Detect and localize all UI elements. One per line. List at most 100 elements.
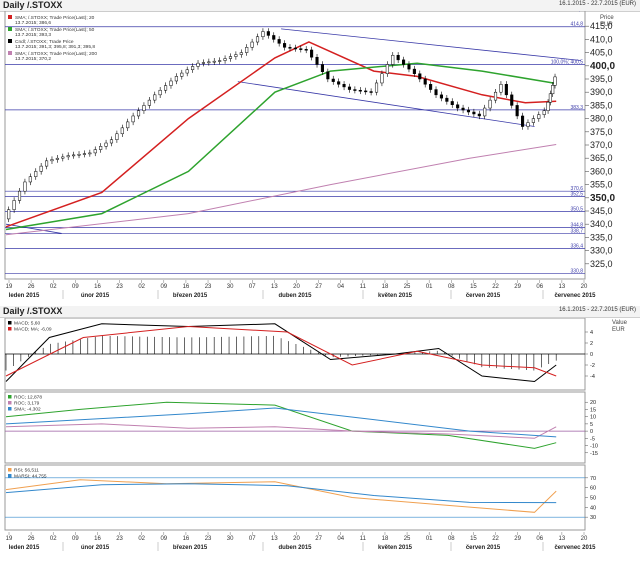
price-y-tick-label: 370,0	[590, 140, 613, 150]
rsi-y-tick-label: 50	[590, 496, 596, 502]
roc-y-tick-label: 0	[590, 429, 593, 435]
candle-body	[115, 133, 119, 140]
x-day-label: 19	[6, 536, 13, 542]
x-day-label: 15	[470, 536, 477, 542]
candle-body	[180, 72, 184, 77]
price-y-tick-label: 395,0	[590, 74, 613, 84]
candle-body	[17, 190, 22, 201]
horizontal-level-tag: 350,5	[570, 207, 583, 213]
candle-body	[488, 99, 492, 109]
candle-body	[261, 31, 265, 38]
rsi-series-line	[5, 483, 557, 504]
x-month-label: duben 2015	[278, 545, 312, 551]
price-y-tick-label: 355,0	[590, 180, 613, 190]
candle-body	[526, 122, 530, 127]
candle-body	[331, 78, 335, 82]
main-chart-range: 16.1.2015 - 22.7.2015 (EUR)	[558, 1, 636, 7]
rsi-series-line	[5, 479, 557, 513]
candle-body	[546, 101, 550, 111]
x-day-label: 16	[183, 284, 190, 290]
x-day-label: 13	[559, 284, 566, 290]
candle-body	[391, 54, 395, 65]
legend-label: SMA; /.STOXX; Trade Price(Last); 200	[15, 51, 97, 57]
candle-body	[477, 113, 481, 117]
price-y-tick-label: 365,0	[590, 153, 613, 163]
roc-legend-label: SMA; -4,302	[14, 407, 41, 413]
candle-body	[342, 84, 346, 88]
x-day-label: 18	[382, 284, 389, 290]
horizontal-level-tag: 338,7	[570, 229, 583, 235]
rsi-legend-label: MARSI; 44,755	[14, 474, 47, 480]
legend-swatch	[8, 39, 12, 43]
legend-value: 13.7.2015; 391,3; 395,8; 391,3; 395,8	[15, 44, 95, 50]
horizontal-level-tag: 336,4	[570, 243, 583, 249]
early-trend-line	[5, 223, 62, 234]
candle-body	[212, 60, 216, 63]
x-day-label: 30	[227, 536, 234, 542]
roc-series-line	[5, 401, 557, 449]
candle-body	[407, 64, 411, 70]
trend-channel-line	[281, 28, 581, 61]
candle-body	[288, 47, 292, 49]
candle-body	[466, 109, 471, 113]
price-y-tick-label: 330,0	[590, 246, 613, 256]
x-month-label: březen 2015	[173, 293, 208, 299]
x-day-label: 20	[293, 284, 300, 290]
candle-body	[82, 153, 86, 155]
candle-body	[153, 94, 157, 101]
candle-body	[23, 181, 27, 192]
price-plot-area	[4, 11, 586, 280]
candle-body	[347, 86, 352, 90]
candle-body	[445, 97, 449, 102]
candle-body	[174, 76, 178, 82]
x-month-label: červen 2015	[466, 545, 501, 551]
candle-body	[439, 94, 443, 99]
candle-body	[423, 78, 427, 85]
candle-body	[553, 76, 557, 86]
x-month-label: červenec 2015	[554, 293, 596, 299]
macd-series-line	[5, 325, 557, 377]
candle-body	[77, 153, 81, 156]
x-day-label: 07	[249, 284, 256, 290]
x-day-label: 16	[94, 284, 101, 290]
legend-value: 13.7.2015; 386,6	[15, 20, 51, 26]
price-axis-unit: EUR	[600, 22, 613, 28]
sma-line	[5, 144, 557, 236]
x-day-label: 02	[50, 536, 57, 542]
rsi-y-tick-label: 40	[590, 505, 596, 511]
x-day-label: 20	[581, 284, 588, 290]
candle-body	[515, 105, 519, 117]
horizontal-level-tag: 330,8	[570, 268, 583, 274]
candle-body	[551, 85, 555, 95]
price-y-tick-label: 325,0	[590, 259, 613, 269]
x-month-label: duben 2015	[278, 293, 312, 299]
x-day-label: 11	[360, 284, 367, 290]
candle-body	[34, 171, 38, 177]
x-day-label: 04	[337, 536, 344, 542]
rsi-y-tick-label: 60	[590, 486, 596, 492]
price-y-tick-label: 345,0	[590, 206, 613, 216]
horizontal-level-tag: 344,8	[570, 223, 583, 229]
candle-body	[320, 64, 324, 72]
macd-legend-swatch	[8, 321, 12, 325]
candle-body	[364, 90, 368, 93]
roc-series-line	[5, 407, 557, 438]
price-y-tick-label: 350,0	[590, 193, 615, 204]
price-y-tick-label: 400,0	[590, 61, 615, 72]
candle-body	[255, 36, 260, 43]
roc-legend-swatch	[8, 407, 12, 411]
roc-legend-swatch	[8, 401, 12, 405]
candle-body	[504, 84, 508, 96]
candle-body	[434, 89, 438, 96]
x-month-label: leden 2015	[9, 293, 40, 299]
main-chart-title: Daily /.STOXX	[3, 0, 63, 10]
candle-body	[99, 146, 103, 150]
legend-label: SMA; /.STOXX; Trade Price(Last); 50	[15, 27, 95, 33]
candle-body	[50, 159, 54, 162]
x-day-label: 08	[448, 284, 455, 290]
candle-body	[72, 154, 76, 157]
horizontal-level-tag: 352,5	[570, 191, 583, 197]
price-y-tick-label: 360,0	[590, 166, 613, 176]
